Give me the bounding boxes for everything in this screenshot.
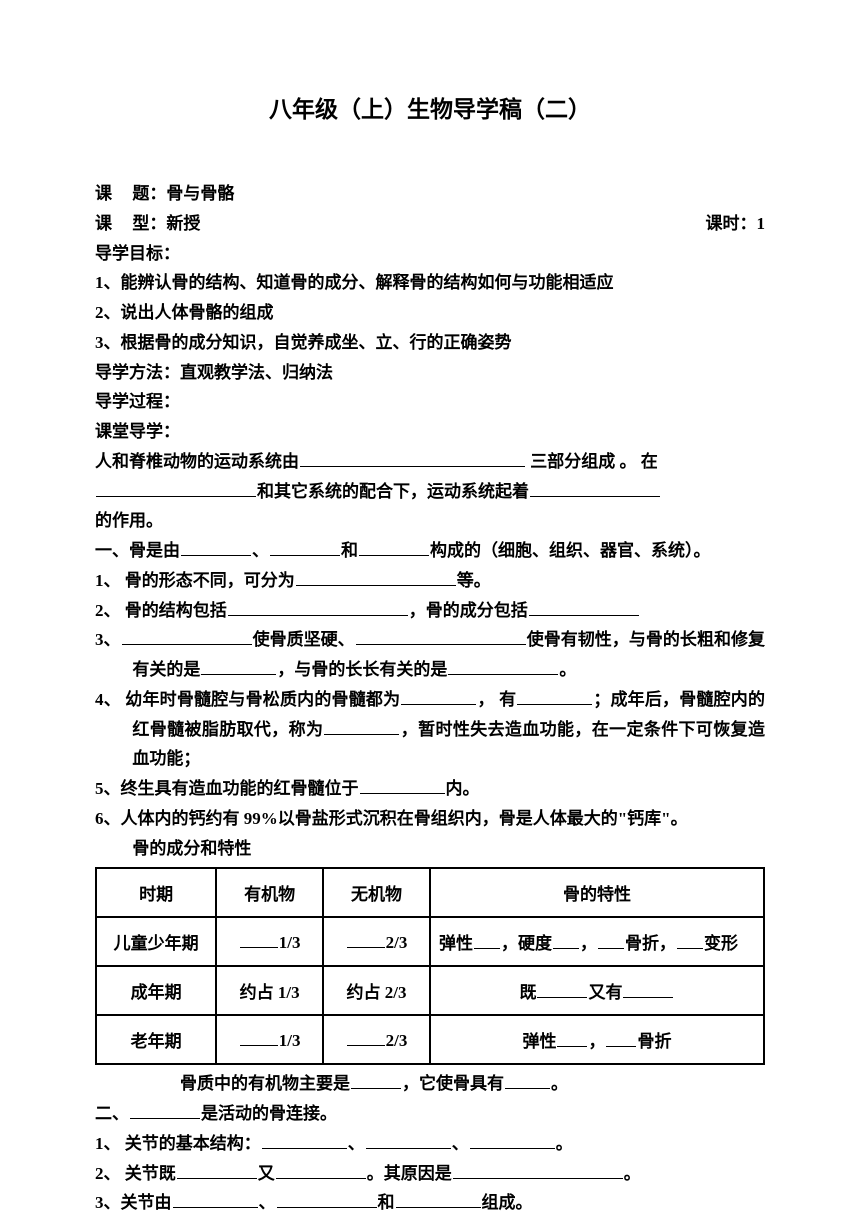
goal-3: 3、根据骨的成分知识，自觉养成坐、立、行的正确姿势 bbox=[95, 328, 765, 358]
table-cell: 2/3 bbox=[323, 917, 430, 966]
blank-field[interactable] bbox=[359, 539, 429, 556]
blank-field[interactable] bbox=[270, 539, 340, 556]
table-cell: 弹性，硬度，骨折，变形 bbox=[430, 917, 764, 966]
blank-field[interactable] bbox=[553, 932, 579, 949]
sec1-heading: 一、骨是由、和构成的（细胞、组织、器官、系统）。 bbox=[95, 536, 765, 566]
blank-field[interactable] bbox=[347, 931, 385, 948]
blank-field[interactable] bbox=[122, 628, 252, 645]
table-header: 无机物 bbox=[323, 868, 430, 917]
blank-field[interactable] bbox=[529, 599, 639, 616]
blank-field[interactable] bbox=[276, 1162, 366, 1179]
sec1-p6: 6、人体内的钙约有 99%以骨盐形式沉积在骨组织内，骨是人体最大的"钙库"。 bbox=[95, 804, 765, 834]
blank-field[interactable] bbox=[240, 1029, 278, 1046]
sec2-p3: 3、关节由、和组成。 bbox=[95, 1188, 765, 1218]
doc-title: 八年级（上）生物导学稿（二） bbox=[95, 90, 765, 124]
blank-field[interactable] bbox=[448, 658, 558, 675]
type-line: 课型：新授 课时：1 bbox=[95, 209, 765, 239]
goal-1: 1、能辨认骨的结构、知道骨的成分、解释骨的结构如何与功能相适应 bbox=[95, 268, 765, 298]
blank-field[interactable] bbox=[598, 932, 624, 949]
process-label: 导学过程： bbox=[95, 387, 765, 417]
sec1-p3: 3、使骨质坚硬、使骨有韧性，与骨的长粗和修复有关的是，与骨的长长有关的是。 bbox=[95, 625, 765, 685]
blank-field[interactable] bbox=[517, 688, 592, 705]
sec1-p4: 4、 幼年时骨髓腔与骨松质内的骨髓都为， 有；成年后，骨髓腔内的红骨髓被脂肪取代… bbox=[95, 685, 765, 774]
table-header: 骨的特性 bbox=[430, 868, 764, 917]
table-row: 儿童少年期 1/3 2/3 弹性，硬度，骨折，变形 bbox=[96, 917, 764, 966]
sec1-p1: 1、 骨的形态不同，可分为等。 bbox=[95, 566, 765, 596]
blank-field[interactable] bbox=[351, 1072, 401, 1089]
goals-label: 导学目标： bbox=[95, 239, 765, 269]
table-row: 成年期 约占 1/3 约占 2/3 既又有 bbox=[96, 966, 764, 1015]
goal-2: 2、说出人体骨骼的组成 bbox=[95, 298, 765, 328]
blank-field[interactable] bbox=[557, 1030, 587, 1047]
blank-field[interactable] bbox=[470, 1132, 555, 1149]
table-cell: 约占 1/3 bbox=[216, 966, 323, 1015]
blank-field[interactable] bbox=[347, 1029, 385, 1046]
blank-field[interactable] bbox=[228, 599, 408, 616]
blank-field[interactable] bbox=[201, 658, 276, 675]
bone-table: 时期 有机物 无机物 骨的特性 儿童少年期 1/3 2/3 弹性，硬度，骨折，变… bbox=[95, 867, 765, 1065]
blank-field[interactable] bbox=[96, 480, 256, 497]
blank-field[interactable] bbox=[130, 1102, 200, 1119]
table-cell: 约占 2/3 bbox=[323, 966, 430, 1015]
table-cell: 成年期 bbox=[96, 966, 216, 1015]
blank-field[interactable] bbox=[240, 931, 278, 948]
blank-field[interactable] bbox=[606, 1030, 636, 1047]
table-row: 老年期 1/3 2/3 弹性，骨折 bbox=[96, 1015, 764, 1064]
blank-field[interactable] bbox=[181, 539, 251, 556]
table-header-row: 时期 有机物 无机物 骨的特性 bbox=[96, 868, 764, 917]
sec2-heading: 二、是活动的骨连接。 bbox=[95, 1099, 765, 1129]
blank-field[interactable] bbox=[277, 1191, 377, 1208]
blank-field[interactable] bbox=[537, 981, 587, 998]
topic-line: 课题：骨与骨骼 bbox=[95, 179, 765, 209]
blank-field[interactable] bbox=[505, 1072, 550, 1089]
table-cell: 老年期 bbox=[96, 1015, 216, 1064]
blank-field[interactable] bbox=[324, 718, 399, 735]
blank-field[interactable] bbox=[356, 628, 526, 645]
table-header: 时期 bbox=[96, 868, 216, 917]
intro-line-1: 人和脊椎动物的运动系统由 三部分组成 。 在 bbox=[95, 447, 765, 477]
table-cell: 弹性，骨折 bbox=[430, 1015, 764, 1064]
table-cell: 1/3 bbox=[216, 917, 323, 966]
table-cell: 儿童少年期 bbox=[96, 917, 216, 966]
blank-field[interactable] bbox=[530, 480, 660, 497]
class-label: 课堂导学： bbox=[95, 417, 765, 447]
sec1-p6sub: 骨的成分和特性 bbox=[95, 834, 765, 864]
sec1-p5: 5、终生具有造血功能的红骨髓位于内。 bbox=[95, 774, 765, 804]
blank-field[interactable] bbox=[366, 1132, 451, 1149]
sec2-p1: 1、 关节的基本结构：、、。 bbox=[95, 1129, 765, 1159]
table-cell: 2/3 bbox=[323, 1015, 430, 1064]
table-cell: 既又有 bbox=[430, 966, 764, 1015]
blank-field[interactable] bbox=[453, 1162, 623, 1179]
blank-field[interactable] bbox=[474, 932, 500, 949]
blank-field[interactable] bbox=[296, 569, 456, 586]
sec1-p2: 2、 骨的结构包括，骨的成分包括 bbox=[95, 596, 765, 626]
blank-field[interactable] bbox=[396, 1191, 481, 1208]
post-table-line: 骨质中的有机物主要是，它使骨具有。 bbox=[95, 1069, 765, 1099]
blank-field[interactable] bbox=[623, 981, 673, 998]
blank-field[interactable] bbox=[300, 450, 525, 467]
blank-field[interactable] bbox=[173, 1191, 258, 1208]
blank-field[interactable] bbox=[677, 932, 703, 949]
blank-field[interactable] bbox=[177, 1162, 257, 1179]
table-header: 有机物 bbox=[216, 868, 323, 917]
blank-field[interactable] bbox=[401, 688, 476, 705]
intro-line-2: 和其它系统的配合下，运动系统起着 bbox=[95, 477, 765, 507]
methods-line: 导学方法：直观教学法、归纳法 bbox=[95, 358, 765, 388]
blank-field[interactable] bbox=[262, 1132, 347, 1149]
sec2-p2: 2、 关节既又。其原因是。 bbox=[95, 1159, 765, 1189]
blank-field[interactable] bbox=[360, 777, 445, 794]
table-cell: 1/3 bbox=[216, 1015, 323, 1064]
intro-line-3: 的作用。 bbox=[95, 506, 765, 536]
